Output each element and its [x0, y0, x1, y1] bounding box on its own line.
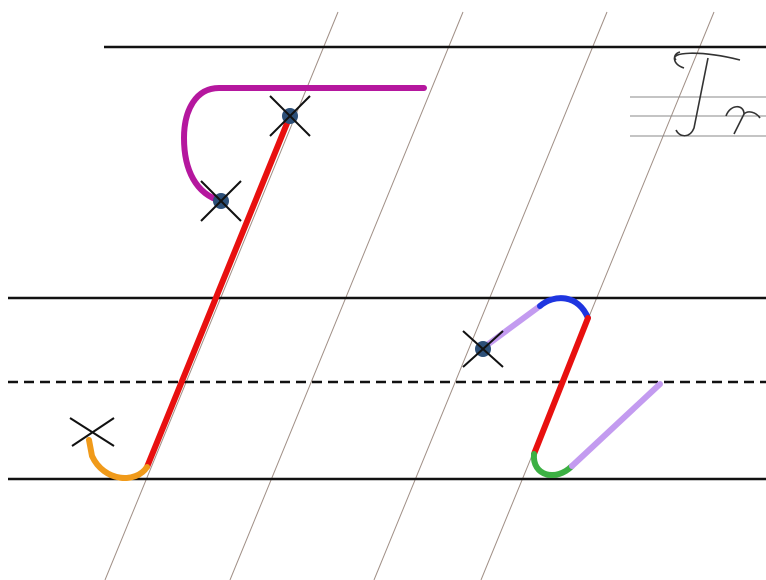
- connector-stroke-out: [569, 381, 663, 469]
- down-stroke: [531, 315, 591, 457]
- arch-top-stroke: [537, 295, 591, 321]
- slant-guide-line: [229, 11, 464, 580]
- main-stroke: [144, 113, 293, 470]
- x-cross-marker: [269, 95, 311, 137]
- x-cross-marker: [69, 417, 115, 447]
- sample-letters: [630, 51, 766, 137]
- slant-guide-line: [104, 11, 339, 580]
- letter-one-strokes: [86, 85, 427, 481]
- sample-cursive-t: [673, 51, 741, 137]
- letter-two-strokes: [480, 295, 663, 478]
- x-cross-marker: [462, 330, 504, 368]
- slant-guide-line: [373, 11, 608, 580]
- markers: [69, 95, 504, 447]
- slant-guide-lines: [104, 11, 715, 580]
- tail-stroke: [86, 437, 150, 481]
- hook-stroke: [180, 85, 427, 204]
- slant-guide-line: [480, 11, 715, 580]
- sample-cursive-r: [725, 105, 761, 135]
- bottom-turn-stroke: [530, 451, 575, 478]
- horizontal-ruling: [8, 45, 766, 481]
- x-cross-marker: [200, 180, 242, 222]
